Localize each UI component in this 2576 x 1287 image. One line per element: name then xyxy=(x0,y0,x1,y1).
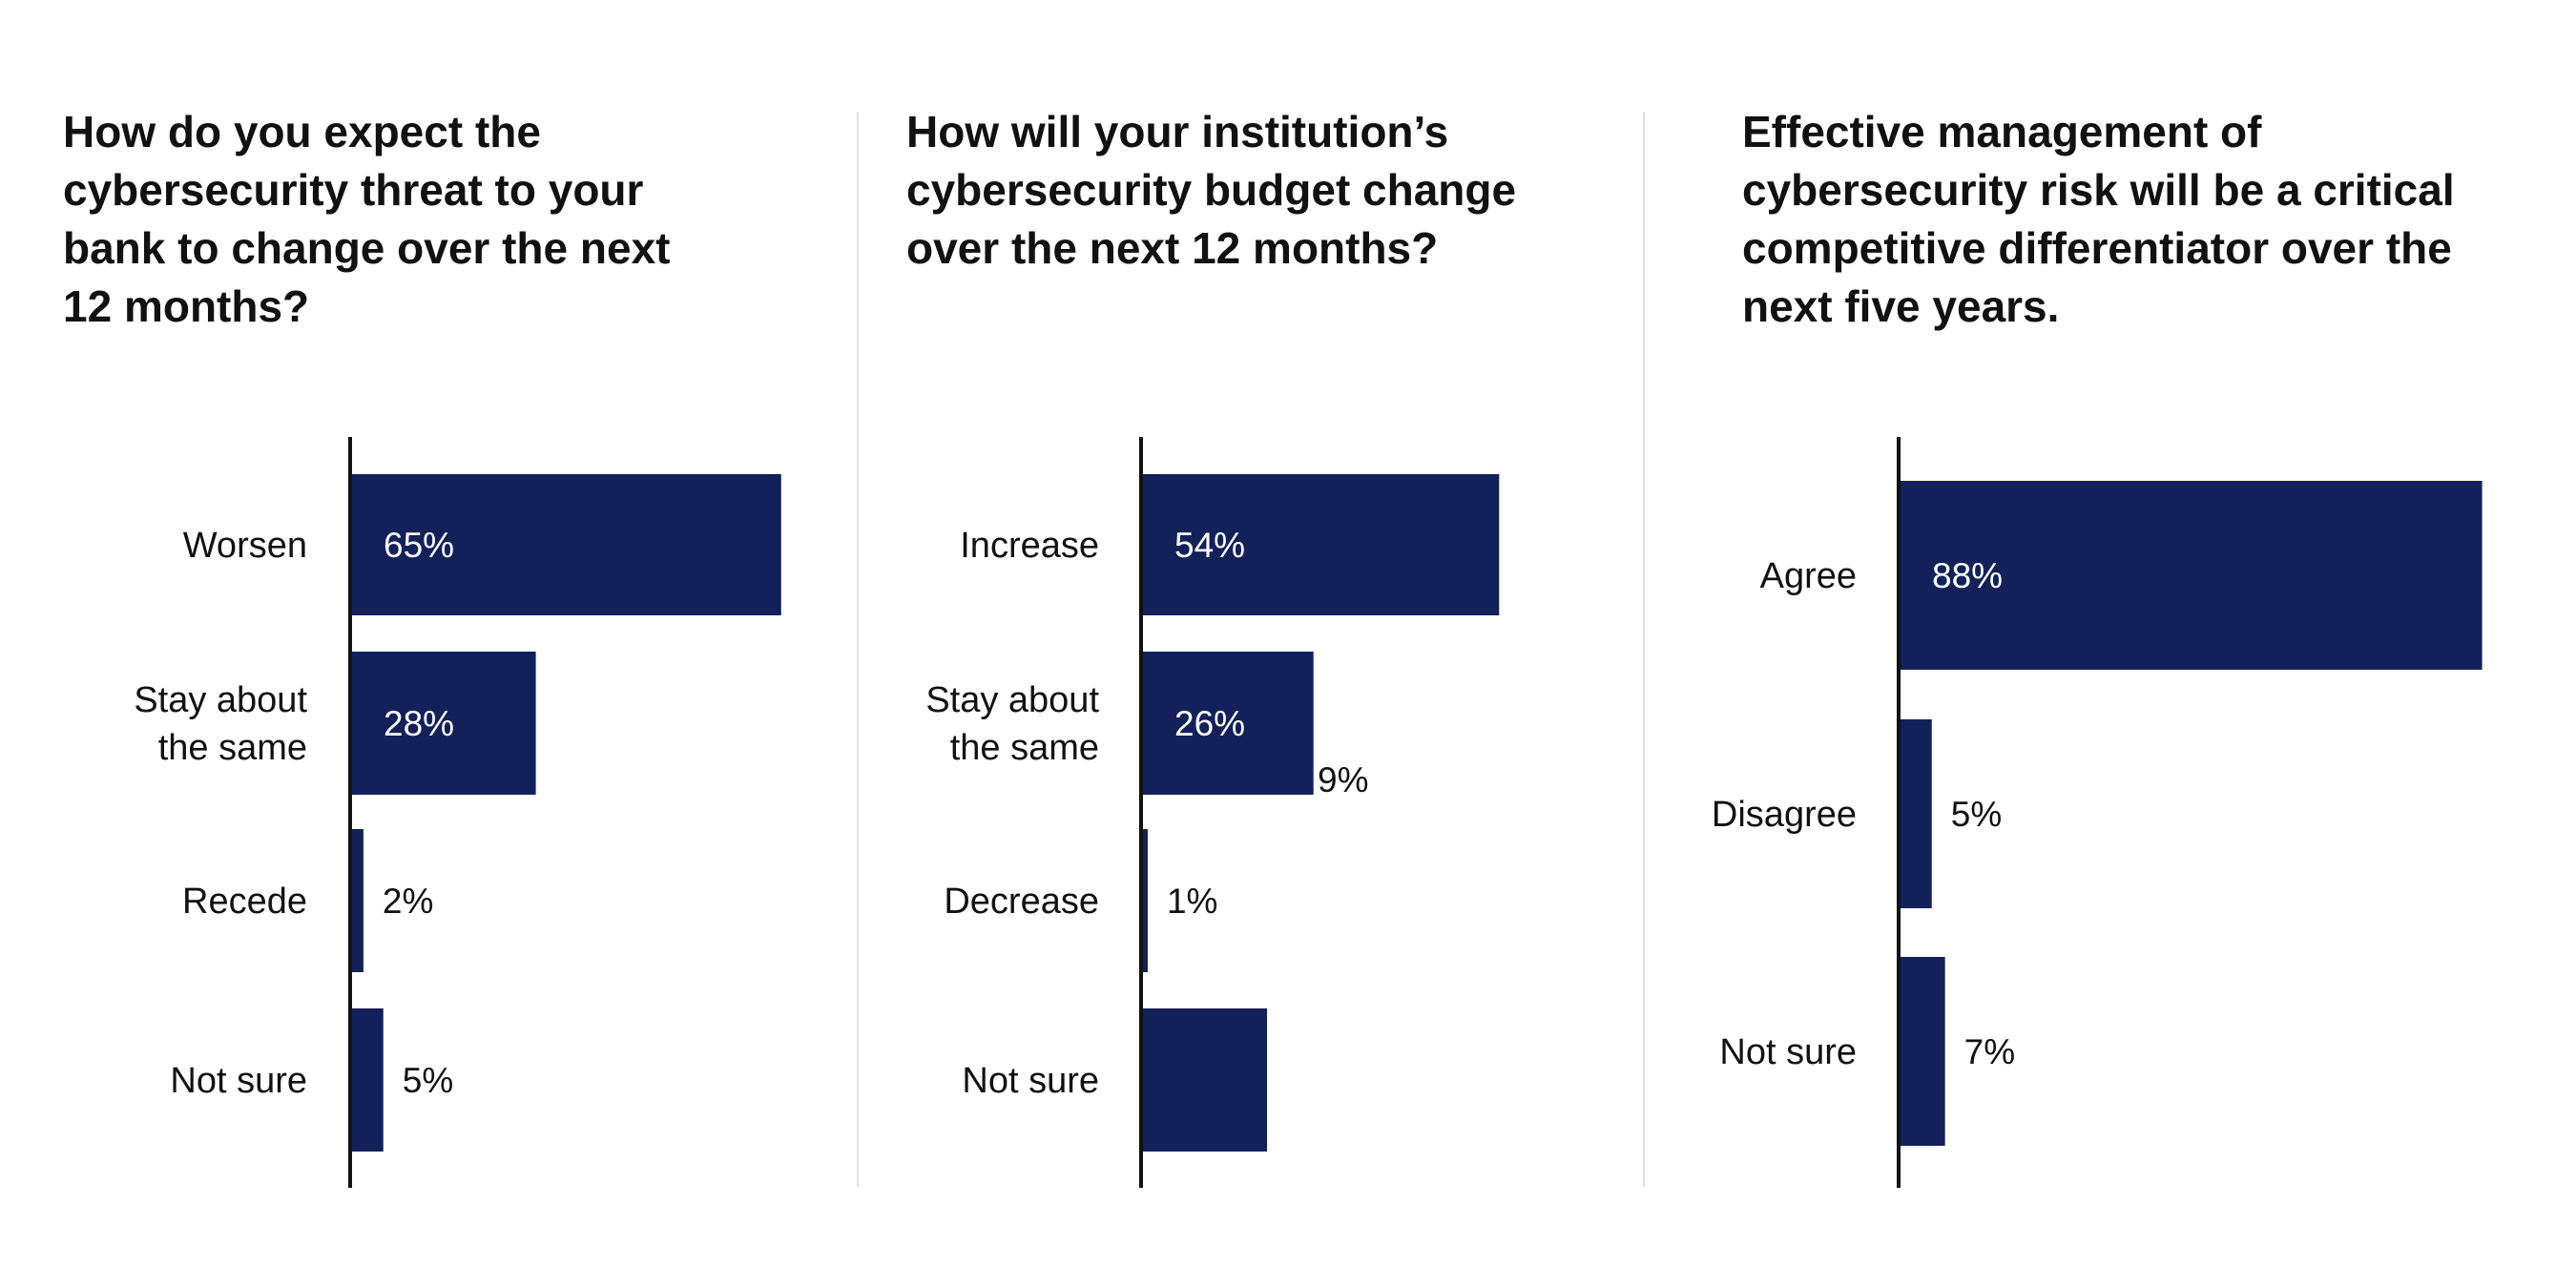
value-label: 54% xyxy=(1174,526,1245,565)
value-label: 26% xyxy=(1174,704,1245,743)
chart-title: How will your institution’s cybersecurit… xyxy=(906,107,1517,273)
bar xyxy=(1141,1008,1268,1152)
value-label: 65% xyxy=(384,526,454,565)
value-label: 2% xyxy=(383,882,433,921)
value-label: 7% xyxy=(1964,1032,2015,1071)
bar-chart-3: Agree 88% Disagree 5% Not sure 7% xyxy=(1712,437,2483,1188)
category-label: Worsen xyxy=(183,526,307,566)
chart-title: Effective management of cybersecurity ri… xyxy=(1742,107,2455,331)
chart-panel-3: Effective management of cybersecurity ri… xyxy=(1645,0,2576,1287)
category-label: Disagree xyxy=(1712,795,1857,835)
value-label: 9% xyxy=(1318,760,1368,799)
category-label: Not sure xyxy=(1719,1032,1857,1072)
category-label: Not sure xyxy=(170,1061,307,1101)
bar xyxy=(1899,957,1945,1146)
value-label: 88% xyxy=(1932,556,2003,595)
category-label: Stay about the same xyxy=(134,680,307,768)
panel-divider xyxy=(857,113,859,1187)
chart-panel-1: How do you expect the cybersecurity thre… xyxy=(0,0,854,1287)
bar xyxy=(350,829,364,972)
bar xyxy=(1141,829,1148,972)
category-label: Not sure xyxy=(962,1061,1099,1101)
category-label: Stay about the same xyxy=(925,680,1099,768)
category-label: Decrease xyxy=(944,882,1099,922)
category-label: Agree xyxy=(1760,556,1857,596)
bar xyxy=(1141,474,1500,615)
bar-chart-2: Increase 54% Stay about the same 26% Decrease… xyxy=(925,437,1500,1188)
value-label: 28% xyxy=(384,704,454,743)
panel-divider xyxy=(1643,113,1645,1187)
bar xyxy=(350,1008,384,1152)
bar xyxy=(1899,481,2483,670)
chart-panel-2: How will your institution’s cybersecurit… xyxy=(859,0,1641,1287)
value-label: 1% xyxy=(1167,882,1217,921)
bar xyxy=(350,652,536,795)
bar xyxy=(350,474,781,615)
chart-title: How do you expect the cybersecurity thre… xyxy=(63,107,671,331)
category-label: Increase xyxy=(960,526,1099,566)
bar xyxy=(1141,652,1314,795)
bar-chart-1: Worsen 65% Stay about the same 28% Recede 2% No… xyxy=(134,437,781,1188)
value-label: 5% xyxy=(1951,795,2002,834)
value-label: 5% xyxy=(403,1061,453,1100)
category-label: Recede xyxy=(182,882,307,922)
bar xyxy=(1899,719,1932,908)
